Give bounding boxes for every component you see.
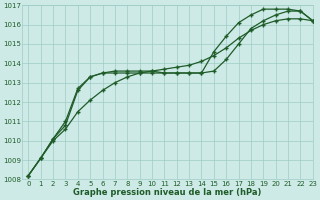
X-axis label: Graphe pression niveau de la mer (hPa): Graphe pression niveau de la mer (hPa) (73, 188, 262, 197)
